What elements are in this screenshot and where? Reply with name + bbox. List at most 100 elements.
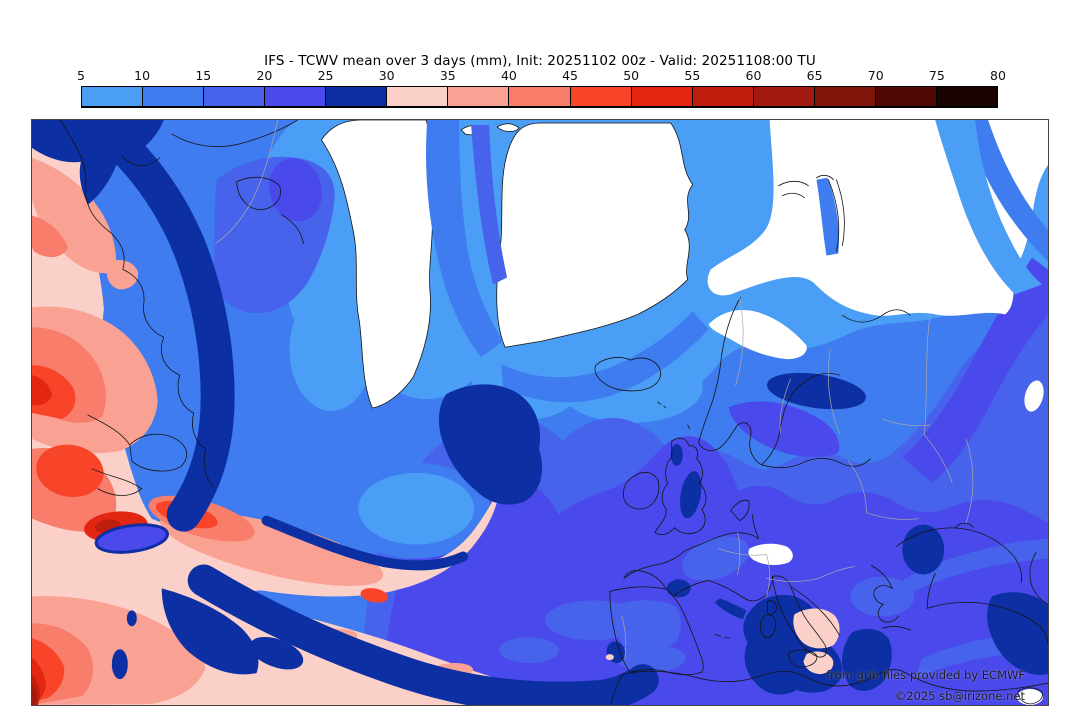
border-line: [848, 460, 919, 520]
contour-shape: [714, 598, 747, 620]
iberia-coastline: [609, 586, 704, 676]
colorbar-tick-labels: 5 10 15 20 25 30 35 40 45 50 55 60 65 70 75 80: [77, 68, 1006, 86]
contour-shape: [670, 443, 683, 466]
colorbar-tick-label: 40: [500, 68, 517, 83]
frontal-band: [106, 130, 235, 532]
colorbar-segment: [691, 87, 753, 106]
contour-shape: [32, 375, 52, 406]
italy-coastline: [772, 575, 827, 658]
colorbar-tick-label: 25: [317, 68, 334, 83]
colorbar: 5 10 15 20 25 30 35 40 45 50 55 60 65 70 75 80: [77, 68, 1006, 110]
scandinavia-coastline: [698, 296, 840, 466]
contour-shape: [682, 536, 750, 581]
colorbar-tick-label: 45: [562, 68, 579, 83]
turkey-coastline: [926, 573, 1048, 645]
border-line: [735, 297, 840, 434]
svalbard-coastline: [778, 174, 834, 199]
swirl-overlays: [426, 120, 1048, 403]
contour-shape: [32, 157, 117, 274]
contour-shape: [499, 637, 559, 664]
contour-shape: [360, 588, 389, 603]
adriatic-coastline: [790, 586, 840, 636]
contour-shape: [161, 588, 259, 675]
tcwv-map: [32, 120, 1048, 705]
contour-shape: [680, 471, 702, 519]
colorbar-segment: [142, 87, 204, 106]
border-line: [881, 314, 974, 523]
colorbar-segment: [325, 87, 387, 106]
contour-shape: [875, 538, 1048, 611]
contour-shape: [666, 579, 691, 598]
contour-shape: [615, 644, 686, 673]
north-africa-coastline: [610, 669, 1048, 705]
canada-coastline: [59, 120, 215, 488]
contour-shape: [438, 384, 543, 505]
colorbar-segment: [935, 87, 997, 106]
contour-shape: [605, 654, 614, 661]
contour-shape: [614, 600, 681, 651]
colorbar-segment: [569, 87, 631, 106]
colorbar-segment: [82, 87, 143, 106]
colorbar-tick-label: 35: [439, 68, 456, 83]
border-line: [621, 615, 627, 659]
colorbar-tick-label: 15: [195, 68, 212, 83]
contour-shape: [987, 592, 1048, 675]
colorbar-tick-label: 55: [684, 68, 701, 83]
page-title: IFS - TCWV mean over 3 days (mm), Init: …: [264, 53, 816, 69]
colorbar-segment: [508, 87, 570, 106]
contour-shape: [501, 311, 709, 403]
contour-shape: [111, 649, 128, 680]
attribution: from grib files provided by ECMWF ©2025 …: [826, 665, 1025, 707]
colorbar-tick-label: 10: [134, 68, 151, 83]
contour-shape: [358, 472, 475, 545]
baltic-coastline: [761, 457, 871, 468]
white-sea-coastline: [842, 309, 911, 323]
france-coastline: [623, 514, 759, 590]
cyprus-dry-patch: [1017, 689, 1044, 705]
country-borders: [215, 120, 974, 659]
greenland-region: [496, 122, 694, 348]
colorbar-tick-label: 80: [990, 68, 1006, 83]
sardinia-corsica-coastline: [714, 600, 777, 639]
colorbar-segment: [447, 87, 509, 106]
coastlines: [59, 120, 1048, 705]
colorbar-segment: [386, 87, 448, 106]
scandinavia-dry-patch: [708, 309, 807, 360]
colorbar-segment: [264, 87, 326, 106]
sicily-coastline: [788, 649, 818, 668]
contour-shape: [766, 372, 866, 410]
contour-shape: [32, 133, 510, 705]
contour-shape: [935, 120, 1043, 295]
colorbar-segment: [752, 87, 814, 106]
mediterranean-france-coastline: [673, 576, 773, 602]
contour-shape: [32, 684, 37, 705]
colorbar-tick-label: 20: [256, 68, 273, 83]
ireland-coastline: [623, 471, 660, 510]
contour-shape: [902, 524, 945, 575]
greece-coastline: [870, 565, 911, 631]
contour-shape: [94, 523, 169, 554]
alps-dry-patch: [748, 543, 793, 566]
frontal-band: [187, 564, 659, 705]
colorbar-tick-label: 50: [623, 68, 640, 83]
colorbar-tick-label: 60: [745, 68, 762, 83]
navy-bands: [32, 120, 1048, 705]
border-line: [215, 120, 278, 244]
contour-shape: [32, 365, 76, 419]
colorbar-segment: [813, 87, 875, 106]
denmark-coastline: [730, 499, 750, 522]
faroe-shetland-coastline: [657, 401, 691, 430]
contour-shape: [289, 287, 374, 412]
colorbar-tick-label: 65: [806, 68, 823, 83]
contour-shape: [261, 515, 469, 571]
attribution-copyright: ©2025 sb@irizone.net: [894, 689, 1025, 703]
black-sea-coastline: [895, 522, 1023, 583]
contour-shape: [816, 177, 839, 256]
map-frame: [31, 119, 1049, 706]
attribution-source: from grib files provided by ECMWF: [826, 668, 1025, 682]
contour-shape: [426, 120, 504, 358]
colorbar-segment: [874, 87, 936, 106]
colorbar-tick-label: 5: [77, 68, 85, 83]
contour-shape: [32, 215, 68, 258]
